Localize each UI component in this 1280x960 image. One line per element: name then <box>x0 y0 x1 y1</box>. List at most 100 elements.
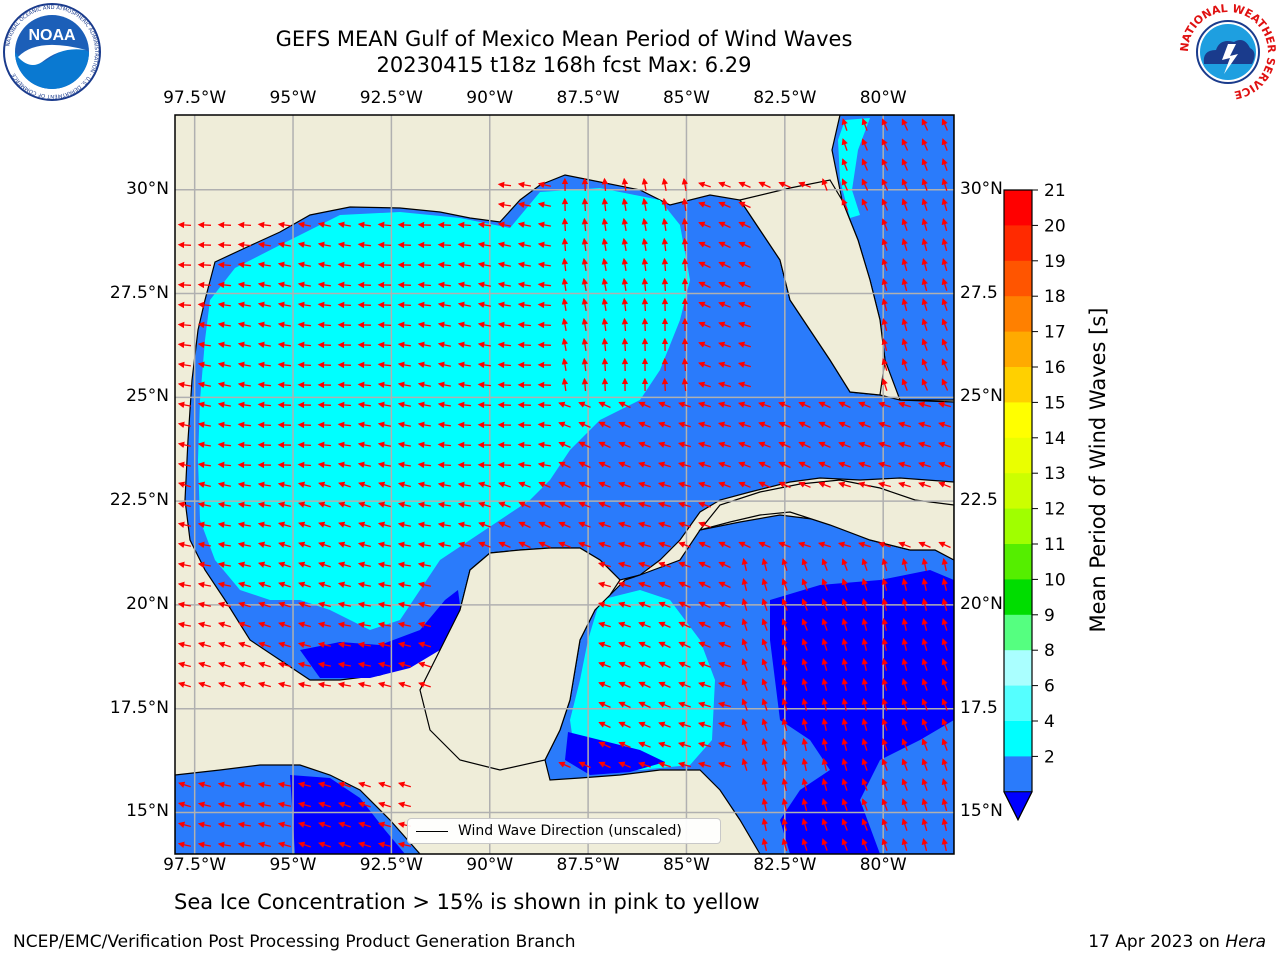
wave-arrow-131 <box>277 261 292 269</box>
wave-arrow-193 <box>197 301 212 309</box>
wave-arrow-272 <box>457 341 472 349</box>
wave-arrow-484 <box>377 461 392 469</box>
wave-arrow-356 <box>941 378 949 391</box>
wave-arrow-599 <box>578 521 591 528</box>
wave-arrow-265 <box>317 341 332 349</box>
wave-arrow-9 <box>901 138 909 151</box>
wave-arrow-481 <box>317 461 331 469</box>
wave-arrow-673 <box>901 557 908 571</box>
wave-arrow-41 <box>497 201 511 209</box>
wave-arrow-246 <box>601 317 609 331</box>
wave-arrow-998 <box>881 818 888 831</box>
wave-arrow-145 <box>561 257 569 272</box>
wave-arrow-784 <box>638 641 651 648</box>
wave-arrow-24 <box>621 177 629 191</box>
wave-arrow-176 <box>517 281 532 289</box>
wave-arrow-760 <box>781 618 788 631</box>
wave-arrow-570 <box>538 501 551 509</box>
wave-arrow-687 <box>397 581 412 589</box>
legend-label: Wind Wave Direction (unscaled) <box>458 823 682 839</box>
wave-arrow-384 <box>717 401 731 408</box>
wave-arrow-461 <box>697 441 711 448</box>
wave-arrow-837 <box>297 681 312 689</box>
wave-arrow-896 <box>921 718 928 731</box>
wave-arrow-954 <box>881 778 888 791</box>
wave-arrow-729 <box>781 598 788 611</box>
wave-arrow-18 <box>497 181 512 189</box>
wave-arrow-88 <box>738 221 751 229</box>
wave-arrow-892 <box>841 717 848 731</box>
wave-arrow-154 <box>738 261 751 268</box>
wave-arrow-97 <box>257 241 271 249</box>
footer-date-text: 17 Apr 2023 on <box>1088 932 1226 952</box>
wave-arrow-985 <box>277 821 291 828</box>
wave-arrow-688 <box>417 581 432 589</box>
wave-arrow-739 <box>197 621 211 628</box>
wave-arrow-902 <box>677 741 691 748</box>
cuba-land <box>698 479 954 561</box>
wave-arrow-690 <box>617 581 631 588</box>
wave-arrow-231 <box>297 321 312 329</box>
wave-arrow-534 <box>598 481 611 488</box>
wave-arrow-817 <box>678 661 691 668</box>
lon-tick-top-2: 92.5°W <box>359 88 423 108</box>
wave-arrow-260 <box>217 341 232 349</box>
wave-arrow-696 <box>741 577 748 591</box>
wave-arrow-188 <box>881 278 888 291</box>
caribbean-deep-water <box>770 570 954 854</box>
wave-arrow-843 <box>418 681 431 688</box>
wave-arrow-926 <box>761 757 768 771</box>
wave-arrow-396 <box>177 421 192 429</box>
wave-arrow-590 <box>397 521 412 529</box>
wave-arrow-122 <box>881 238 888 251</box>
wave-arrow-582 <box>237 521 252 529</box>
wave-arrow-762 <box>821 618 828 631</box>
wave-arrow-795 <box>861 637 868 651</box>
wave-arrow-786 <box>678 641 691 649</box>
wave-arrow-87 <box>718 221 731 229</box>
wave-arrow-664 <box>718 561 731 569</box>
wave-arrow-869 <box>741 698 748 711</box>
wave-arrow-732 <box>841 598 848 611</box>
wave-arrow-201 <box>357 301 372 309</box>
wave-arrow-686 <box>377 581 392 589</box>
wave-arrow-155 <box>881 258 888 271</box>
wave-arrow-994 <box>801 817 808 831</box>
wave-arrow-955 <box>901 778 908 791</box>
wave-arrow-150 <box>661 257 669 272</box>
wave-arrow-708 <box>197 601 212 609</box>
wave-arrow-298 <box>317 361 332 369</box>
wave-arrow-303 <box>417 361 432 369</box>
wave-arrow-108 <box>477 241 492 249</box>
chart-title: GEFS MEAN Gulf of Mexico Mean Period of … <box>275 27 853 51</box>
wave-arrow-649 <box>257 561 271 568</box>
wave-arrow-59 <box>941 197 948 211</box>
wave-arrow-423 <box>717 421 731 428</box>
wave-arrow-930 <box>841 757 848 771</box>
wave-arrow-402 <box>297 421 312 429</box>
wave-arrow-390 <box>838 401 851 409</box>
wave-arrow-181 <box>621 277 629 291</box>
wave-arrow-1005 <box>237 841 252 849</box>
wave-arrow-447 <box>417 441 431 449</box>
wave-arrow-743 <box>278 621 291 628</box>
wave-arrow-451 <box>497 441 512 449</box>
wave-arrow-563 <box>397 501 411 508</box>
wave-arrow-715 <box>337 601 352 608</box>
wave-arrow-47 <box>621 197 629 212</box>
wave-arrow-223 <box>921 298 928 311</box>
wave-arrow-36 <box>861 178 869 191</box>
wave-arrow-199 <box>317 301 332 309</box>
wave-arrow-117 <box>661 237 669 252</box>
wave-arrow-726 <box>718 601 731 608</box>
wave-arrow-393 <box>898 401 911 408</box>
wave-arrow-324 <box>177 381 192 389</box>
wave-arrow-514 <box>197 481 211 488</box>
wave-arrow-945 <box>358 781 371 788</box>
wave-arrow-369 <box>417 401 432 409</box>
wave-arrow-779 <box>377 641 392 649</box>
wave-arrow-544 <box>798 481 811 488</box>
wave-arrow-244 <box>561 317 569 332</box>
wave-arrow-489 <box>477 461 492 469</box>
